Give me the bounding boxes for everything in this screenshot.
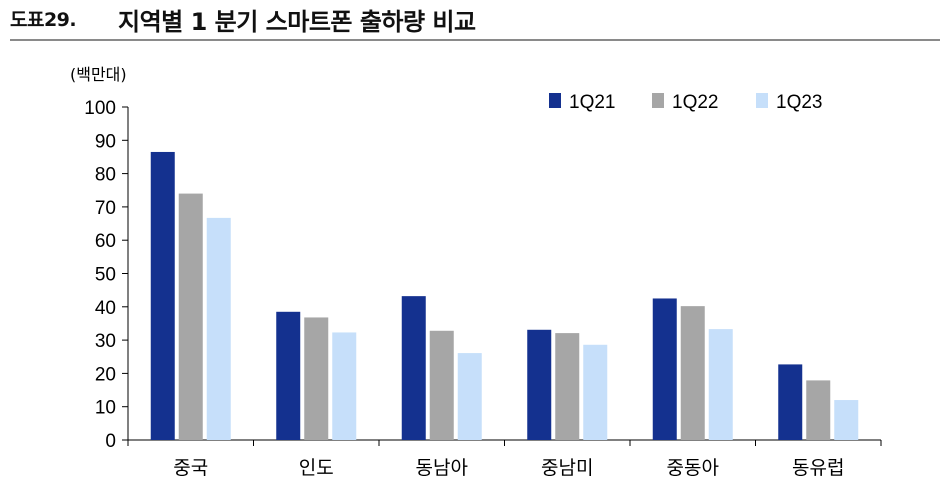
bar-1q23-2 <box>457 353 482 440</box>
y-axis: 0 10 20 30 40 50 60 70 80 90 100 <box>84 98 129 452</box>
bar-1q23-4 <box>708 329 733 440</box>
x-axis <box>127 439 882 446</box>
legend-label-1q21: 1Q21 <box>569 92 615 113</box>
chart-title: 지역별 1 분기 스마트폰 출하량 비교 <box>118 8 476 36</box>
bar-1q22-2 <box>429 330 454 440</box>
legend-label-1q23: 1Q23 <box>776 92 822 113</box>
x-category-label: 인도 <box>299 457 334 479</box>
bar-1q21-4 <box>652 298 677 440</box>
figure-header: 도표29. 지역별 1 분기 스마트폰 출하량 비교 <box>0 0 942 41</box>
bar-1q21-1 <box>276 311 301 440</box>
y-tick-label: 50 <box>95 265 116 286</box>
y-tick-label: 80 <box>95 165 116 186</box>
bar-1q22-1 <box>304 317 329 440</box>
bar-1q22-3 <box>555 333 580 440</box>
legend-label-1q22: 1Q22 <box>672 92 718 113</box>
figure-number: 도표29. <box>10 9 77 31</box>
bar-1q23-1 <box>332 332 357 440</box>
bar-1q21-0 <box>150 151 175 440</box>
x-category-label: 중남미 <box>541 457 593 479</box>
y-tick-label: 40 <box>95 298 116 319</box>
y-tick-label: 60 <box>95 231 116 252</box>
legend: 1Q21 1Q22 1Q23 <box>549 92 822 113</box>
legend-swatch-1q21 <box>549 93 561 108</box>
y-tick-label: 90 <box>95 131 116 152</box>
x-category-label: 중동아 <box>667 457 719 479</box>
y-tick-label: 0 <box>105 431 116 452</box>
y-tick-label: 20 <box>95 364 116 385</box>
y-tick-label: 70 <box>95 198 116 219</box>
bar-1q21-3 <box>527 329 552 440</box>
bars <box>150 151 859 440</box>
legend-swatch-1q23 <box>756 93 768 108</box>
y-tick-label: 100 <box>84 98 116 119</box>
bar-1q23-0 <box>206 217 231 440</box>
header-divider <box>10 39 940 41</box>
y-tick-label: 10 <box>95 398 116 419</box>
legend-swatch-1q22 <box>652 93 664 108</box>
bar-1q22-0 <box>178 193 203 440</box>
bar-1q23-5 <box>834 400 859 440</box>
bar-1q21-2 <box>401 296 426 440</box>
bar-1q22-5 <box>806 380 831 440</box>
x-category-label: 동유럽 <box>792 457 844 479</box>
bar-1q22-4 <box>680 306 705 440</box>
x-category-label: 동남아 <box>416 457 468 479</box>
bar-1q21-5 <box>778 364 803 440</box>
y-tick-label: 30 <box>95 331 116 352</box>
x-category-label: 중국 <box>173 457 208 479</box>
x-axis-labels: 중국 인도 동남아 중남미 중동아 동유럽 <box>173 457 844 479</box>
bar-1q23-3 <box>583 344 608 440</box>
y-axis-unit-label: (백만대) <box>70 65 127 84</box>
